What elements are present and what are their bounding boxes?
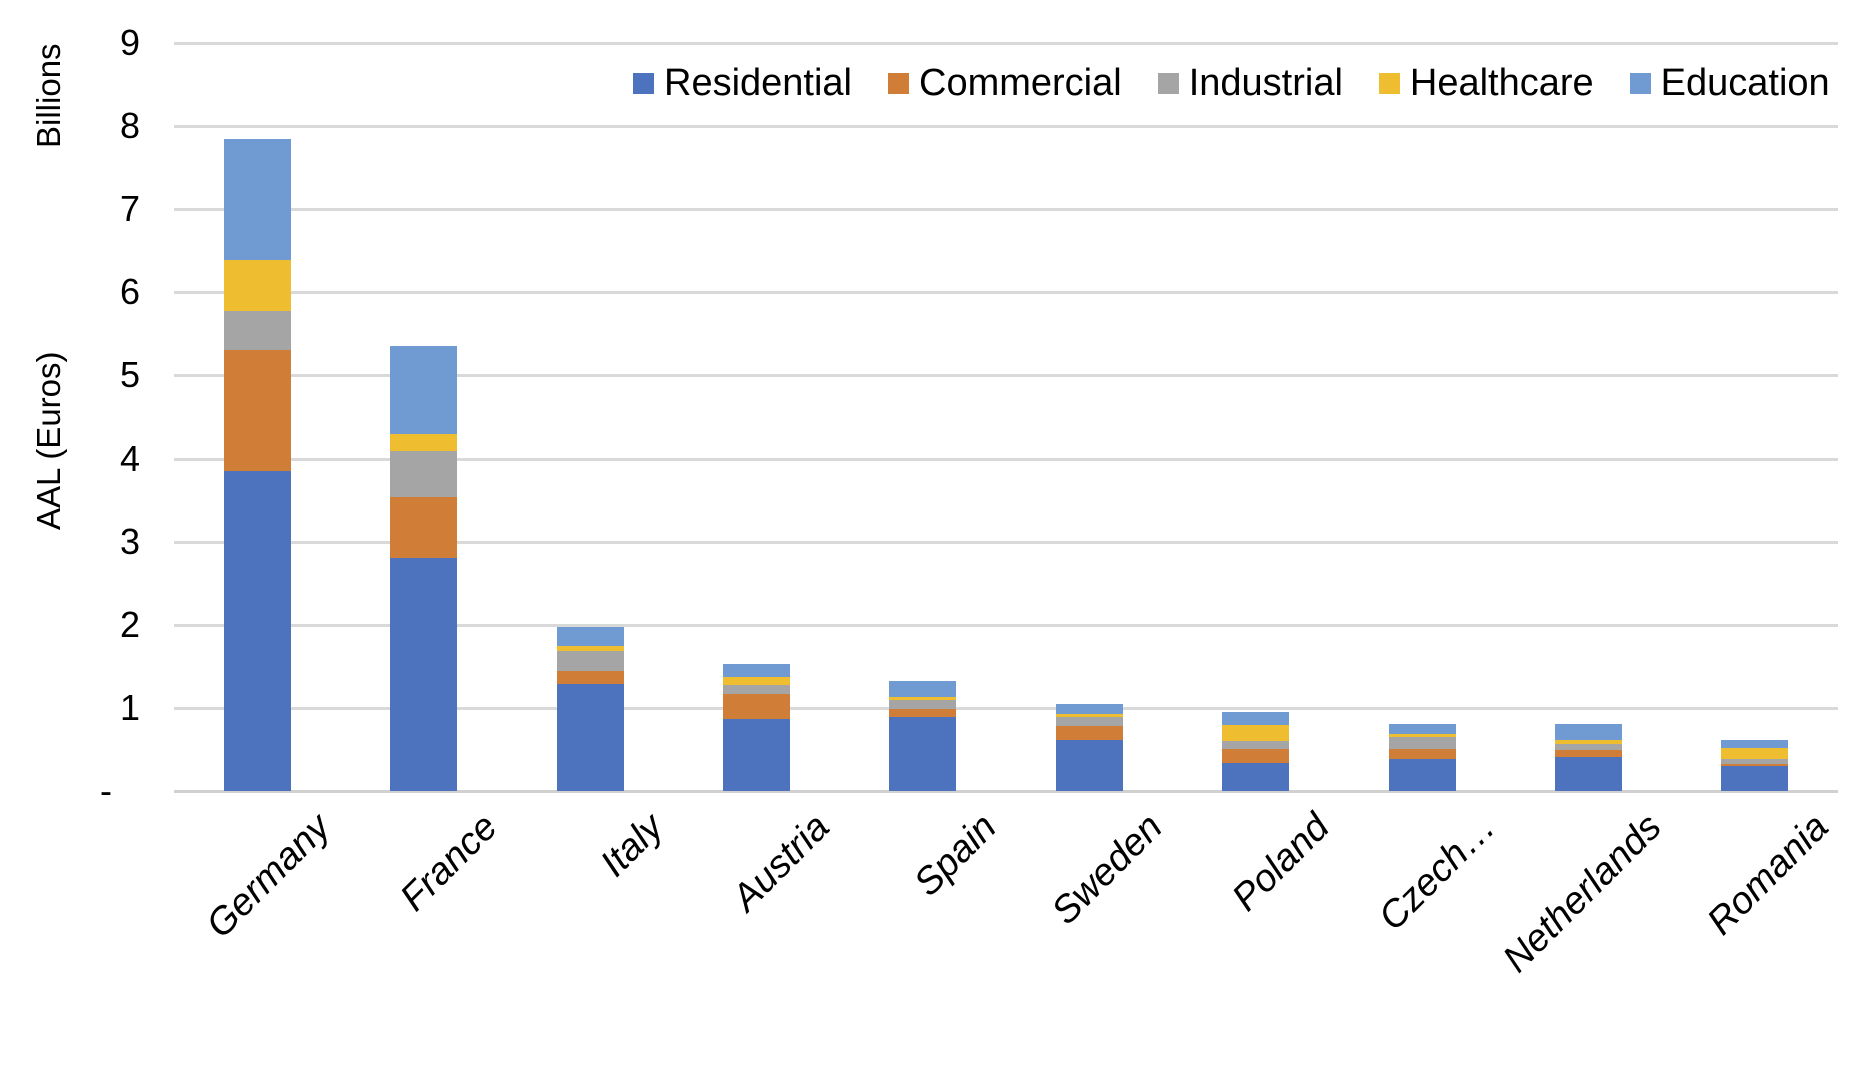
segment-healthcare <box>556 645 624 651</box>
y-tick-label: 6 <box>119 271 140 313</box>
y-tick-label: 2 <box>119 603 140 645</box>
bar-poland <box>1222 712 1290 791</box>
segment-commercial <box>556 670 624 684</box>
gridline <box>174 125 1838 129</box>
bar-austria <box>722 663 790 791</box>
segment-commercial <box>889 708 957 718</box>
legend-item-healthcare: Healthcare <box>1378 62 1594 104</box>
gridline <box>174 540 1838 544</box>
segment-industrial <box>223 311 291 350</box>
y-tick-label: 1 <box>119 686 140 728</box>
segment-residential <box>556 683 624 791</box>
segment-commercial <box>1222 749 1290 763</box>
legend-swatch-icon <box>888 72 909 94</box>
segment-healthcare <box>390 433 458 452</box>
gridline <box>174 706 1838 710</box>
legend-swatch-icon <box>1629 72 1651 94</box>
plot-area <box>174 42 1838 793</box>
bar-netherlands <box>1554 723 1622 791</box>
y-tick-label: 8 <box>119 105 140 147</box>
segment-healthcare <box>1222 724 1290 742</box>
segment-commercial <box>390 496 458 559</box>
gridline <box>174 457 1838 461</box>
segment-industrial <box>1222 741 1290 750</box>
bar-italy <box>556 627 624 791</box>
legend-swatch-icon <box>1378 72 1400 94</box>
segment-healthcare <box>1554 740 1622 745</box>
segment-healthcare <box>1388 733 1456 737</box>
bar-germany <box>223 138 291 791</box>
segment-commercial <box>1721 763 1789 767</box>
segment-industrial <box>556 650 624 671</box>
segment-healthcare <box>1721 747 1789 760</box>
segment-healthcare <box>722 677 790 686</box>
segment-education <box>1721 739 1789 748</box>
segment-commercial <box>722 693 790 719</box>
segment-industrial <box>1388 737 1456 749</box>
legend-item-education: Education <box>1629 62 1830 104</box>
segment-education <box>889 680 957 698</box>
gridline <box>174 42 1838 45</box>
legend: Residential Commercial Industrial Healthcar… <box>633 58 1830 108</box>
legend-label: Industrial <box>1188 62 1343 104</box>
y-tick-label: 7 <box>119 188 140 230</box>
segment-residential <box>722 718 790 791</box>
segment-education <box>1222 712 1290 725</box>
legend-label: Residential <box>664 62 852 104</box>
segment-residential <box>1554 756 1622 791</box>
gridline <box>174 291 1838 295</box>
bar-spain <box>889 680 957 791</box>
legend-item-residential: Residential <box>633 64 852 102</box>
segment-healthcare <box>889 697 957 701</box>
bar-france <box>390 346 458 791</box>
gridline <box>174 208 1838 212</box>
segment-industrial <box>1721 759 1789 764</box>
legend-label: Education <box>1660 62 1830 104</box>
legend-label: Healthcare <box>1409 62 1594 104</box>
legend-label: Commercial <box>919 62 1122 104</box>
segment-industrial <box>390 451 458 497</box>
legend-swatch-icon <box>633 72 654 94</box>
segment-residential <box>223 471 291 791</box>
segment-education <box>1388 723 1456 734</box>
x-axis-line <box>174 790 1838 793</box>
segment-residential <box>1222 762 1290 791</box>
legend-item-commercial: Commercial <box>888 64 1122 102</box>
segment-commercial <box>1055 726 1123 741</box>
legend-swatch-icon <box>1157 72 1179 94</box>
segment-education <box>390 346 458 434</box>
segment-education <box>223 138 291 260</box>
segment-residential <box>1388 758 1456 791</box>
segment-healthcare <box>223 259 291 312</box>
bar-romania <box>1721 739 1789 791</box>
segment-healthcare <box>1055 713 1123 718</box>
segment-education <box>722 663 790 678</box>
segment-residential <box>390 558 458 791</box>
segment-industrial <box>1554 744 1622 751</box>
segment-residential <box>1055 740 1123 791</box>
y-tick-label: 3 <box>119 520 140 562</box>
bar-czech <box>1388 723 1456 791</box>
segment-commercial <box>1388 748 1456 759</box>
gridline <box>174 623 1838 627</box>
segment-industrial <box>722 685 790 694</box>
segment-industrial <box>1055 717 1123 727</box>
y-tick-label: - <box>100 770 112 811</box>
gridline <box>174 374 1838 378</box>
segment-education <box>556 627 624 646</box>
segment-residential <box>889 717 957 791</box>
segment-residential <box>1721 766 1789 791</box>
segment-commercial <box>223 349 291 472</box>
y-tick-label: 4 <box>119 437 140 479</box>
bar-sweden <box>1055 703 1123 791</box>
segment-education <box>1055 703 1123 714</box>
y-tick-label: 9 <box>119 22 140 63</box>
segment-education <box>1554 723 1622 741</box>
segment-industrial <box>889 700 957 709</box>
y-tick-label: 5 <box>119 354 140 396</box>
segment-commercial <box>1554 750 1622 757</box>
legend-item-industrial: Industrial <box>1157 62 1343 104</box>
